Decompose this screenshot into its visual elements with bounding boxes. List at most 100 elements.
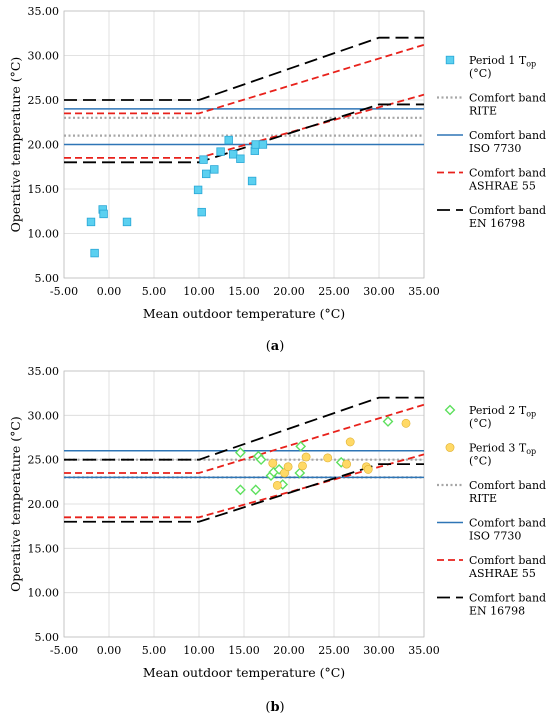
series-layer bbox=[64, 36, 425, 258]
period3-point bbox=[298, 461, 307, 471]
x-tick-label: 10.00 bbox=[183, 285, 215, 298]
y-axis-label: Operative temperature (°C) bbox=[8, 57, 23, 233]
period2-point bbox=[250, 484, 262, 496]
legend-label: Comfort band bbox=[469, 129, 546, 142]
period1-point bbox=[236, 154, 245, 163]
legend-label: Comfort band bbox=[469, 517, 546, 530]
legend-label-main: Period 1 T bbox=[469, 54, 527, 67]
y-axis-label: Operative temperature (°C) bbox=[8, 416, 23, 592]
legend-marker bbox=[445, 55, 455, 65]
legend-label: Period 2 Top bbox=[469, 404, 536, 419]
y-tick-label: 5.00 bbox=[35, 631, 60, 644]
comfort-band-line bbox=[64, 103, 424, 164]
period1-point bbox=[122, 217, 132, 227]
legend-label: Period 3 Top bbox=[469, 442, 536, 457]
legend-marker bbox=[445, 443, 455, 452]
legend-label-subscript: op bbox=[526, 447, 536, 456]
subfigure-label: (a) bbox=[266, 339, 285, 354]
x-tick-label: 30.00 bbox=[363, 644, 395, 657]
y-tick-label: 25.00 bbox=[28, 94, 60, 107]
comfort-band-line bbox=[64, 36, 424, 101]
y-tick-label: 30.00 bbox=[28, 409, 60, 422]
legend-label: Comfort band bbox=[469, 167, 546, 180]
y-tick-label: 10.00 bbox=[28, 228, 60, 241]
y-tick-label: 25.00 bbox=[28, 454, 60, 467]
x-tick-label: 35.00 bbox=[408, 285, 440, 298]
subfigure-label-close: ) bbox=[279, 339, 284, 354]
period2-point bbox=[295, 440, 307, 452]
x-tick-label: 5.00 bbox=[142, 285, 167, 298]
y-tick-label: 5.00 bbox=[35, 272, 60, 285]
legend-label-line2: ISO 7730 bbox=[469, 142, 521, 155]
legend-label-line2: RITE bbox=[469, 492, 497, 505]
comfort-band-line bbox=[64, 93, 425, 159]
chart-a: 5.00 10.00 15.00 20.00 25.00 30.00 35.00 -5.00 0… bbox=[8, 5, 546, 354]
subfigure-label-close: ) bbox=[280, 700, 285, 715]
period1-point bbox=[197, 207, 206, 217]
legend-label-line2: ISO 7730 bbox=[469, 530, 521, 543]
legend-label: Comfort band bbox=[469, 554, 546, 567]
y-tick-label: 15.00 bbox=[28, 183, 60, 196]
subfigure-label-letter: a bbox=[271, 339, 280, 354]
y-tick-label: 30.00 bbox=[28, 50, 60, 63]
x-tick-label: 10.00 bbox=[183, 644, 215, 657]
y-tick-label: 20.00 bbox=[28, 498, 60, 511]
x-tick-label: 15.00 bbox=[228, 285, 260, 298]
period2-point bbox=[382, 416, 394, 427]
legend-label-main: Comfort band bbox=[469, 592, 546, 605]
legend: Period 2 Top(°C)Period 3 Top(°C)Comfort … bbox=[437, 404, 546, 618]
legend-label-main: Comfort band bbox=[469, 554, 546, 567]
x-tick-label: 5.00 bbox=[142, 644, 167, 657]
legend-label: Comfort band bbox=[469, 92, 546, 105]
legend-label: Comfort band bbox=[469, 479, 546, 492]
period1-point bbox=[199, 155, 208, 164]
x-tick-label: 20.00 bbox=[273, 285, 305, 298]
x-tick-label: 0.00 bbox=[97, 644, 122, 657]
x-tick-label: 0.00 bbox=[97, 285, 122, 298]
period1-point bbox=[228, 150, 238, 159]
period1-point bbox=[193, 185, 203, 195]
x-tick-label: 25.00 bbox=[318, 285, 350, 298]
period3-point bbox=[301, 452, 311, 462]
period3-point bbox=[283, 462, 293, 472]
legend-label-main: Comfort band bbox=[469, 129, 546, 142]
period1-point bbox=[251, 140, 260, 149]
period3-point bbox=[323, 453, 333, 463]
legend-label-main: Comfort band bbox=[469, 204, 546, 217]
subfigure-label-letter: b bbox=[270, 700, 279, 715]
legend-label-line2: EN 16798 bbox=[469, 605, 525, 618]
legend-label-line2: RITE bbox=[469, 105, 497, 118]
period1-point bbox=[210, 165, 219, 174]
x-tick-label: -5.00 bbox=[50, 644, 78, 657]
comfort-band-line bbox=[64, 403, 425, 474]
legend-label-line2: (°C) bbox=[469, 67, 492, 80]
period3-point bbox=[272, 480, 282, 490]
legend-label-main: Period 2 T bbox=[469, 404, 527, 417]
x-tick-label: 30.00 bbox=[363, 285, 395, 298]
period2-point bbox=[294, 467, 306, 479]
comfort-band-line bbox=[64, 396, 424, 461]
x-axis-label: Mean outdoor temperature (°C) bbox=[143, 665, 345, 680]
period3-point bbox=[268, 458, 278, 468]
period1-point bbox=[258, 140, 268, 149]
period3-point bbox=[345, 437, 355, 447]
subfigure-label-open: ( bbox=[265, 700, 270, 715]
legend-label-main: Period 3 T bbox=[469, 442, 527, 455]
legend-label-line2: (°C) bbox=[469, 455, 492, 468]
legend-label-main: Comfort band bbox=[469, 92, 546, 105]
series-layer bbox=[64, 396, 425, 523]
y-tick-label: 10.00 bbox=[28, 587, 60, 600]
legend-label-subscript: op bbox=[526, 410, 536, 419]
period2-point bbox=[255, 454, 267, 466]
period1-point bbox=[90, 248, 99, 258]
y-tick-label: 15.00 bbox=[28, 542, 60, 555]
x-tick-label: 20.00 bbox=[273, 644, 305, 657]
legend-label-main: Comfort band bbox=[469, 167, 546, 180]
period1-point bbox=[99, 209, 108, 219]
y-tick-label: 35.00 bbox=[28, 5, 60, 18]
subfigure-label-open: ( bbox=[266, 339, 271, 354]
legend-label-line2: ASHRAE 55 bbox=[468, 180, 536, 193]
period1-point bbox=[216, 147, 225, 156]
legend-label-line2: EN 16798 bbox=[469, 217, 525, 230]
